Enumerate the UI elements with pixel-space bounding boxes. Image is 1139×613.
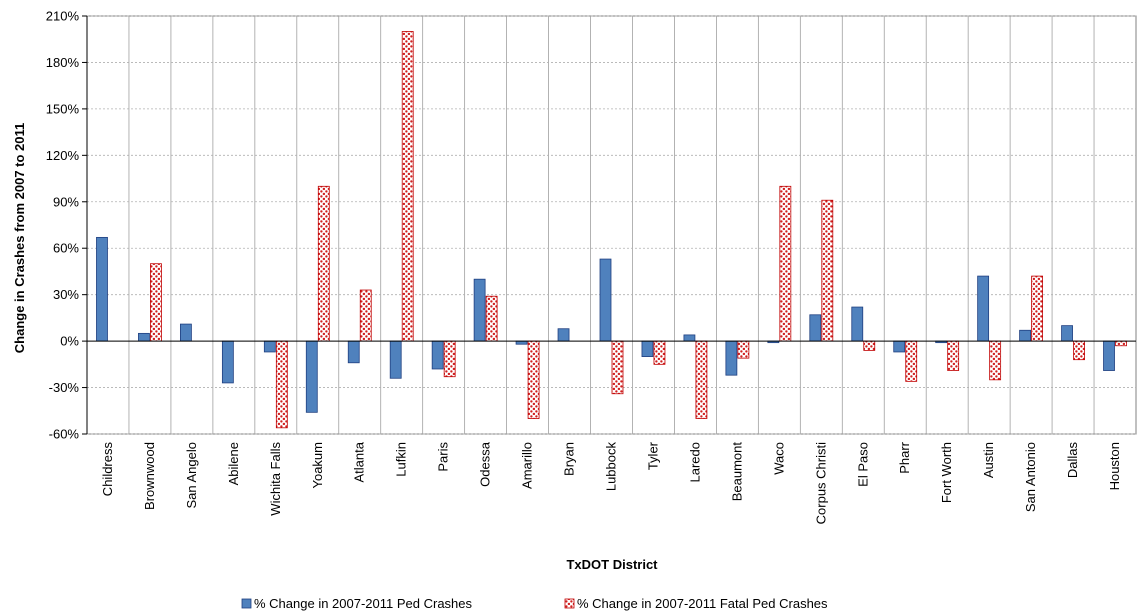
y-tick-label: -60% <box>49 427 80 442</box>
bar-fatal-ped-crashes <box>905 340 918 382</box>
bars <box>96 31 1127 429</box>
legend: % Change in 2007-2011 Ped Crashes % Chang… <box>241 596 828 611</box>
bar-ped-crashes <box>683 334 696 342</box>
x-tick-label: Laredo <box>687 442 702 482</box>
bar-fatal-ped-crashes <box>150 263 162 342</box>
legend-label-ped-crashes: % Change in 2007-2011 Ped Crashes <box>254 596 473 611</box>
x-tick-label: Pharr <box>897 441 912 473</box>
x-tick-label: Yoakum <box>310 442 325 489</box>
bar-ped-crashes <box>851 306 864 342</box>
bar-fatal-ped-crashes <box>653 340 666 365</box>
bar-fatal-ped-crashes <box>1073 340 1085 361</box>
bar-fatal-ped-crashes <box>779 185 792 342</box>
bar-ped-crashes <box>725 340 738 376</box>
x-tick-label: Bryan <box>562 442 577 476</box>
x-tick-label: Austin <box>981 442 996 478</box>
y-axis: -60% -30% 0% 30% 60% 90% 120% 150% 180% 210% <box>46 9 88 442</box>
x-tick-label: Tyler <box>645 441 660 470</box>
y-tick-label: 120% <box>46 148 80 163</box>
y-tick-label: 210% <box>46 9 80 24</box>
x-tick-label: Beaumont <box>729 442 744 502</box>
bar-ped-crashes <box>599 258 612 342</box>
bar-ped-crashes <box>473 278 486 342</box>
x-tick-label: Dallas <box>1065 442 1080 479</box>
x-tick-label: Houston <box>1107 442 1122 490</box>
x-axis: Childress Brownwood San Angelo Abilene Wichi… <box>87 340 1136 524</box>
x-tick-label: Waco <box>771 442 786 475</box>
bar-fatal-ped-crashes <box>695 340 708 419</box>
bar-ped-crashes <box>221 340 234 384</box>
bar-fatal-ped-crashes <box>737 340 750 359</box>
y-axis-label: Change in Crashes from 2007 to 2011 <box>12 123 27 353</box>
bar-ped-crashes <box>263 340 276 353</box>
bar-ped-crashes <box>96 236 108 342</box>
bar-ped-crashes <box>389 340 402 379</box>
bar-fatal-ped-crashes <box>401 31 414 342</box>
plot-area <box>86 15 1137 435</box>
bar-fatal-ped-crashes <box>359 289 372 342</box>
bar-ped-crashes <box>1061 325 1073 342</box>
bar-ped-crashes <box>347 340 360 364</box>
bar-fatal-ped-crashes <box>275 340 288 429</box>
y-tick-label: 0% <box>60 334 79 349</box>
x-tick-label: Fort Worth <box>939 442 954 503</box>
x-tick-label: San Antonio <box>1023 442 1038 512</box>
y-tick-label: 90% <box>53 194 79 209</box>
bar-fatal-ped-crashes <box>443 340 456 378</box>
bar-ped-crashes <box>977 275 990 342</box>
bar-ped-crashes <box>138 332 150 342</box>
y-tick-label: 30% <box>53 287 79 302</box>
bar-ped-crashes <box>179 323 192 342</box>
bar-ped-crashes <box>1019 329 1031 342</box>
x-tick-label: Childress <box>100 442 115 497</box>
bar-fatal-ped-crashes <box>485 295 498 342</box>
bar-fatal-ped-crashes <box>1115 340 1127 347</box>
x-tick-label: El Paso <box>855 442 870 487</box>
x-tick-label: Atlanta <box>352 441 367 482</box>
y-tick-label: 180% <box>46 55 80 70</box>
legend-swatch-fatal-ped-crashes <box>564 598 575 609</box>
x-tick-label: San Angelo <box>184 442 199 509</box>
x-tick-label: Amarillo <box>520 442 535 489</box>
bar-ped-crashes <box>1103 340 1115 371</box>
bar-ped-crashes <box>893 340 906 353</box>
x-tick-label: Odessa <box>478 441 493 487</box>
x-tick-label: Corpus Christi <box>813 442 828 524</box>
bar-fatal-ped-crashes <box>821 199 834 342</box>
x-tick-label: Brownwood <box>142 442 157 510</box>
x-tick-label: Lubbock <box>604 442 619 492</box>
x-tick-label: Paris <box>436 442 451 472</box>
y-tick-label: -30% <box>49 380 80 395</box>
bar-ped-crashes <box>557 328 570 342</box>
bar-fatal-ped-crashes <box>611 340 624 395</box>
gridlines <box>86 15 1137 435</box>
bar-fatal-ped-crashes <box>863 340 876 351</box>
bar-fatal-ped-crashes <box>947 340 960 371</box>
x-axis-label: TxDOT District <box>566 557 658 572</box>
bar-ped-crashes <box>431 340 444 370</box>
bar-ped-crashes <box>641 340 654 357</box>
legend-swatch-ped-crashes <box>241 598 252 609</box>
x-tick-label: Abilene <box>226 442 241 485</box>
x-tick-label: Wichita Falls <box>268 442 283 516</box>
bar-fatal-ped-crashes <box>527 340 540 419</box>
x-tick-label: Lufkin <box>394 442 409 477</box>
bar-fatal-ped-crashes <box>317 185 330 342</box>
y-tick-label: 150% <box>46 101 80 116</box>
legend-label-fatal-ped-crashes: % Change in 2007-2011 Fatal Ped Crashes <box>577 596 828 611</box>
bar-ped-crashes <box>305 340 318 413</box>
bar-ped-crashes <box>809 314 822 342</box>
bar-fatal-ped-crashes <box>1031 275 1043 342</box>
bar-fatal-ped-crashes <box>989 340 1002 381</box>
y-tick-label: 60% <box>53 241 79 256</box>
